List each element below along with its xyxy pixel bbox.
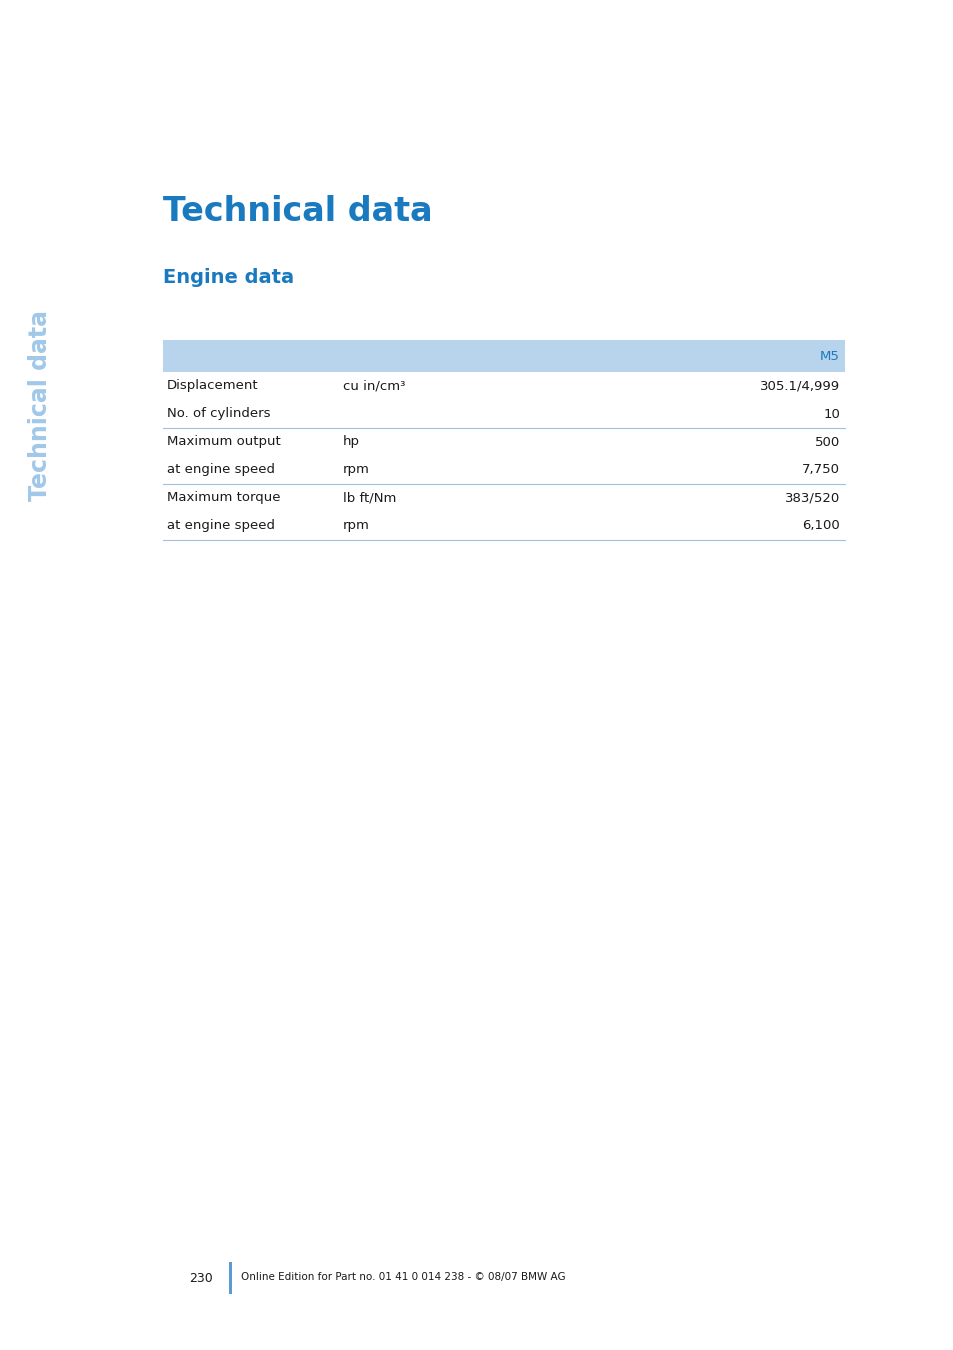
Text: M5: M5 (820, 350, 840, 363)
Text: 230: 230 (189, 1272, 213, 1285)
Text: 305.1/4,999: 305.1/4,999 (760, 379, 840, 393)
Text: 6,100: 6,100 (801, 520, 840, 532)
Text: rpm: rpm (343, 463, 370, 477)
Text: Online Edition for Part no. 01 41 0 014 238 - © 08/07 BMW AG: Online Edition for Part no. 01 41 0 014 … (241, 1272, 565, 1282)
Text: rpm: rpm (343, 520, 370, 532)
Text: Technical data: Technical data (163, 194, 432, 228)
Text: hp: hp (343, 436, 359, 448)
Text: 7,750: 7,750 (801, 463, 840, 477)
Text: at engine speed: at engine speed (167, 520, 274, 532)
Text: 500: 500 (814, 436, 840, 448)
Text: 10: 10 (822, 408, 840, 420)
Bar (163, 340, 844, 373)
Text: lb ft/Nm: lb ft/Nm (343, 491, 395, 505)
Text: Displacement: Displacement (167, 379, 258, 393)
Text: Technical data: Technical data (28, 309, 52, 501)
Text: cu in/cm³: cu in/cm³ (343, 379, 405, 393)
Text: Engine data: Engine data (163, 269, 294, 288)
Text: Maximum torque: Maximum torque (167, 491, 280, 505)
Text: at engine speed: at engine speed (167, 463, 274, 477)
Bar (229, 1262, 233, 1295)
Text: 383/520: 383/520 (784, 491, 840, 505)
Text: Maximum output: Maximum output (167, 436, 280, 448)
Text: No. of cylinders: No. of cylinders (167, 408, 271, 420)
